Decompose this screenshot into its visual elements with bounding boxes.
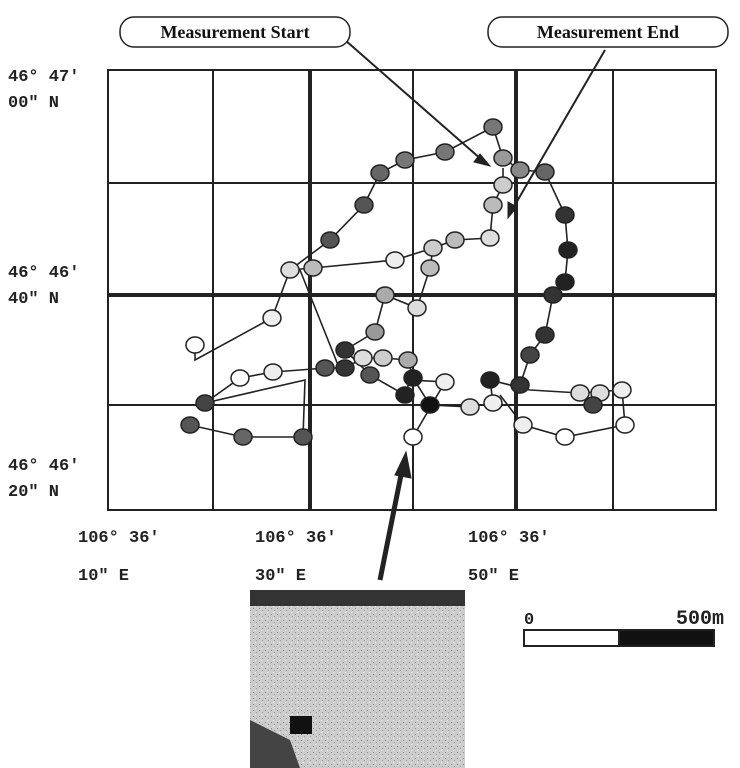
lon-label: 50″ E bbox=[468, 567, 519, 586]
lat-label: 46° 46′ bbox=[8, 264, 79, 283]
callout-end: Measurement End bbox=[488, 17, 728, 47]
scale-bar: 0 500m bbox=[524, 608, 724, 646]
scale-label: 500m bbox=[676, 608, 724, 631]
longitude-labels: 106° 36′ 10″ E 106° 36′ 30″ E 106° 36′ 5… bbox=[78, 529, 550, 586]
scale-label: 0 bbox=[524, 611, 534, 630]
lat-label: 20″ N bbox=[8, 483, 59, 502]
arrows bbox=[345, 40, 605, 580]
callout-text: Measurement End bbox=[537, 22, 679, 42]
lat-label: 46° 47′ bbox=[8, 68, 79, 87]
callout-start: Measurement Start bbox=[120, 17, 350, 47]
callout-text: Measurement Start bbox=[160, 22, 309, 42]
latitude-labels: 46° 47′ 00″ N 46° 46′ 40″ N 46° 46′ 20″ … bbox=[8, 68, 79, 502]
lon-label: 106° 36′ bbox=[468, 529, 550, 548]
lon-label: 106° 36′ bbox=[78, 529, 160, 548]
lon-label: 30″ E bbox=[255, 567, 306, 586]
lon-label: 106° 36′ bbox=[255, 529, 337, 548]
track bbox=[181, 119, 634, 445]
lat-label: 46° 46′ bbox=[8, 457, 79, 476]
lon-label: 10″ E bbox=[78, 567, 129, 586]
figure: Measurement Start Measurement End 46° 47… bbox=[0, 0, 740, 768]
lat-label: 40″ N bbox=[8, 290, 59, 309]
lat-label: 00″ N bbox=[8, 94, 59, 113]
photo bbox=[250, 590, 465, 768]
